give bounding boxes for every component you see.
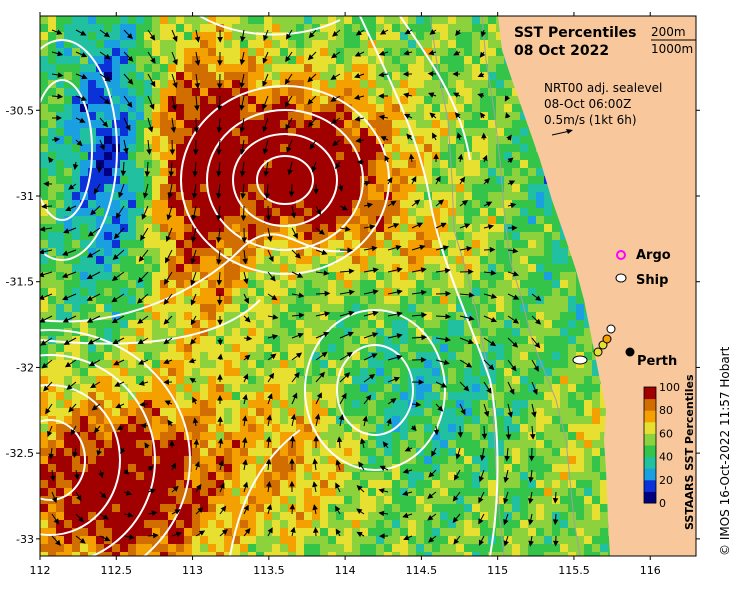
- x-axis: 112 112.5 113 113.5 114 114.5 115 115.5 116: [30, 12, 661, 577]
- colorbar: [643, 386, 657, 504]
- sealevel-contour: [40, 79, 93, 221]
- colorbar-title: SSTAARS SST Percentiles: [683, 374, 696, 530]
- isobath-200m: [481, 16, 581, 556]
- colorbar-segment: [644, 421, 656, 434]
- argo-legend-label: Argo: [636, 248, 671, 263]
- ship-tracks: [572, 324, 616, 365]
- x-tick-label: 114: [335, 564, 356, 577]
- perth-label: Perth: [637, 354, 677, 369]
- y-tick-label: -32: [16, 361, 34, 374]
- ship-marker: [593, 347, 603, 357]
- y-tick-label: -31.5: [6, 276, 34, 289]
- map-title: SST Percentiles: [514, 25, 637, 41]
- sealevel-time: 08-Oct 06:00Z: [544, 97, 631, 111]
- sealevel-contour: [304, 309, 446, 471]
- y-tick-label: -32.5: [6, 447, 34, 460]
- sealevel-contour: [336, 344, 414, 436]
- y-axis: -30.5 -31 -31.5 -32 -32.5 -33: [6, 104, 700, 546]
- isobath-legend-200m: 200m: [651, 25, 686, 39]
- vector-scale-label: 0.5m/s (1kt 6h): [544, 113, 637, 127]
- isobath-legend-1000m: 1000m: [651, 42, 693, 56]
- sealevel-contour: [40, 419, 86, 501]
- y-tick-label: -31: [16, 190, 34, 203]
- colorbar-segment: [644, 433, 656, 446]
- x-tick-label: 113.5: [253, 564, 285, 577]
- y-tick-label: -30.5: [6, 104, 34, 117]
- sealevel-source: NRT00 adj. sealevel: [544, 81, 662, 95]
- colorbar-segment: [644, 445, 656, 458]
- isobaths: [429, 16, 581, 556]
- ship-legend-icon: [615, 273, 627, 283]
- sealevel-contour: [40, 384, 121, 536]
- colorbar-segment: [644, 410, 656, 423]
- current-vectors: [40, 29, 559, 547]
- rottnest-island: [572, 355, 588, 365]
- perth-marker-icon: [625, 347, 635, 357]
- colorbar-segment: [644, 479, 656, 492]
- sealevel-contour: [40, 39, 118, 261]
- sealevel-contours: [40, 16, 499, 556]
- colorbar-tick-label: 60: [659, 427, 673, 440]
- x-tick-label: 116: [640, 564, 661, 577]
- colorbar-tick-label: 40: [659, 451, 673, 464]
- sealevel-contour: [40, 299, 261, 345]
- colorbar-segment: [644, 491, 656, 504]
- credit-text: © IMOS 16-Oct-2022 11:57 Hobart: [718, 346, 732, 556]
- ship-marker: [602, 334, 612, 344]
- sealevel-contour: [256, 155, 314, 205]
- colorbar-segment: [644, 387, 656, 400]
- ship-legend-label: Ship: [636, 273, 668, 288]
- colorbar-segment: [644, 398, 656, 411]
- sealevel-contour: [206, 109, 364, 251]
- x-tick-label: 115.5: [558, 564, 590, 577]
- colorbar-tick-label: 0: [659, 497, 666, 510]
- x-tick-label: 112: [30, 564, 51, 577]
- ship-marker: [606, 324, 616, 334]
- x-tick-label: 115: [487, 564, 508, 577]
- sealevel-contour: [199, 16, 341, 36]
- sealevel-contour: [40, 329, 191, 556]
- colorbar-segment: [644, 468, 656, 481]
- map-date: 08 Oct 2022: [514, 43, 609, 59]
- x-tick-label: 114.5: [406, 564, 438, 577]
- vector-scale-arrow-icon: [551, 129, 573, 136]
- sealevel-contour: [40, 354, 156, 556]
- sealevel-contour: [359, 16, 499, 556]
- x-tick-label: 112.5: [101, 564, 133, 577]
- colorbar-frame: [643, 386, 657, 504]
- colorbar-tick-label: 100: [659, 381, 680, 394]
- y-tick-label: -33: [16, 533, 34, 546]
- sealevel-contour: [40, 233, 351, 323]
- colorbar-tick-label: 20: [659, 474, 673, 487]
- colorbar-tick-label: 80: [659, 404, 673, 417]
- isobath-1000m: [429, 16, 505, 556]
- colorbar-ticks: 0 20 40 60 80 100: [659, 381, 680, 510]
- sealevel-contour: [229, 429, 301, 556]
- sealevel-contour: [232, 133, 338, 227]
- plot-frame: [39, 15, 697, 557]
- colorbar-segment: [644, 456, 656, 469]
- argo-legend-icon: [616, 250, 626, 260]
- x-tick-label: 113: [182, 564, 203, 577]
